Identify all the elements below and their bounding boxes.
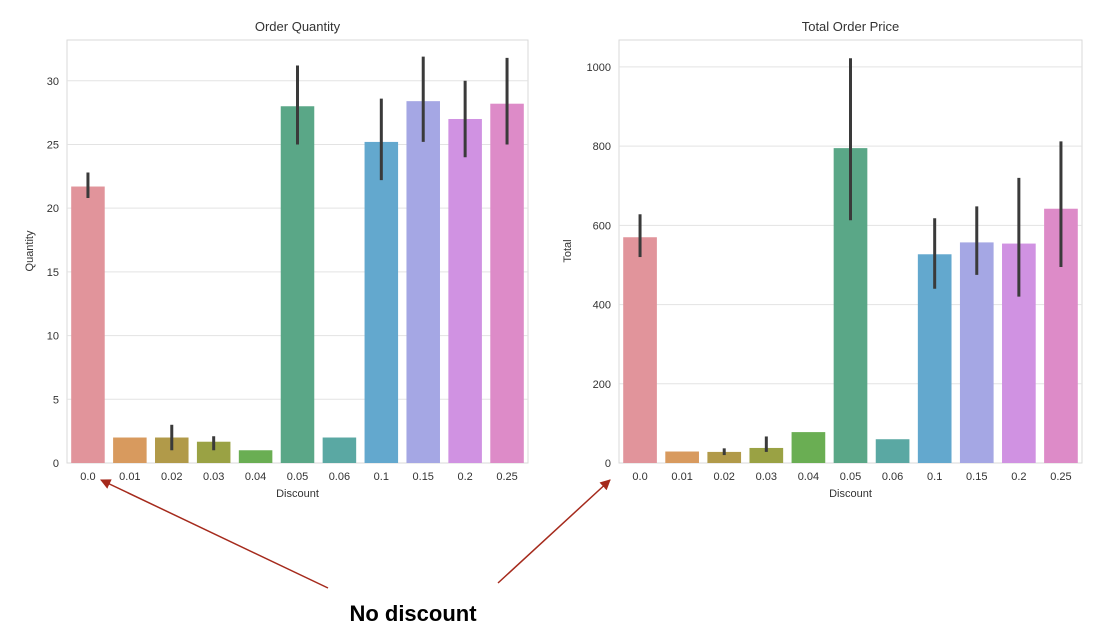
bar — [791, 432, 826, 463]
y-tick-label: 15 — [47, 267, 59, 279]
x-tick-label: 0.03 — [756, 471, 777, 483]
bar — [448, 118, 482, 464]
y-tick-label: 25 — [47, 139, 59, 151]
y-axis-label: Quantity — [24, 230, 36, 271]
x-tick-label: 0.02 — [161, 471, 182, 483]
y-tick-label: 5 — [53, 394, 59, 406]
bar — [623, 237, 657, 463]
bar — [406, 101, 440, 464]
x-tick-label: 0.25 — [496, 471, 517, 483]
y-tick-label: 20 — [47, 203, 59, 215]
y-tick-label: 10 — [47, 331, 59, 343]
x-tick-label: 0.15 — [966, 471, 987, 483]
chart-title: Order Quantity — [255, 19, 341, 34]
x-tick-label: 0.2 — [1011, 471, 1026, 483]
y-tick-label: 200 — [593, 379, 611, 391]
bar — [959, 242, 994, 463]
bar — [280, 106, 315, 463]
x-tick-label: 0.05 — [840, 471, 861, 483]
bar — [322, 437, 357, 463]
x-tick-label: 0.0 — [80, 471, 95, 483]
y-tick-label: 0 — [605, 458, 611, 470]
x-tick-label: 0.01 — [671, 471, 692, 483]
y-tick-label: 0 — [53, 458, 59, 470]
y-tick-label: 30 — [47, 76, 59, 88]
annotation-text: No discount — [349, 601, 477, 626]
y-tick-label: 800 — [593, 141, 611, 153]
bar — [749, 447, 784, 463]
y-axis-label: Total — [562, 239, 574, 262]
x-tick-label: 0.1 — [374, 471, 389, 483]
x-tick-label: 0.06 — [882, 471, 903, 483]
bar — [665, 451, 699, 463]
bar — [490, 103, 524, 463]
x-tick-label: 0.06 — [329, 471, 350, 483]
x-tick-label: 0.05 — [287, 471, 308, 483]
y-tick-label: 400 — [593, 300, 611, 312]
x-tick-label: 0.03 — [203, 471, 224, 483]
x-tick-label: 0.2 — [457, 471, 472, 483]
x-tick-label: 0.02 — [714, 471, 735, 483]
chart-title: Total Order Price — [802, 19, 900, 34]
y-tick-label: 600 — [593, 220, 611, 232]
annotation-arrow-left — [100, 479, 329, 589]
x-tick-label: 0.1 — [927, 471, 942, 483]
bar — [113, 437, 147, 463]
bar — [917, 254, 952, 463]
x-tick-label: 0.15 — [413, 471, 434, 483]
bar — [71, 186, 105, 463]
x-tick-label: 0.0 — [632, 471, 647, 483]
x-tick-label: 0.01 — [119, 471, 140, 483]
bar — [875, 439, 910, 463]
x-tick-label: 0.04 — [245, 471, 266, 483]
bar — [364, 141, 399, 463]
order-quantity-chart: 0 5 10 15 20 25 30 0.0 0.01 0.02 0.03 0.04 0.05 0.06… — [24, 19, 529, 500]
bar — [196, 441, 231, 463]
x-tick-label: 0.04 — [798, 471, 819, 483]
bar — [707, 451, 742, 463]
bar — [238, 450, 273, 463]
x-axis-label: Discount — [276, 488, 319, 500]
x-tick-label: 0.25 — [1050, 471, 1071, 483]
annotation-arrow-right — [497, 479, 611, 584]
total-order-price-chart: 0 200 400 600 800 1000 0.0 0.01 0.02 0.03 0.04 0.0… — [562, 19, 1083, 500]
y-tick-label: 1000 — [587, 62, 611, 74]
x-axis-label: Discount — [829, 488, 872, 500]
